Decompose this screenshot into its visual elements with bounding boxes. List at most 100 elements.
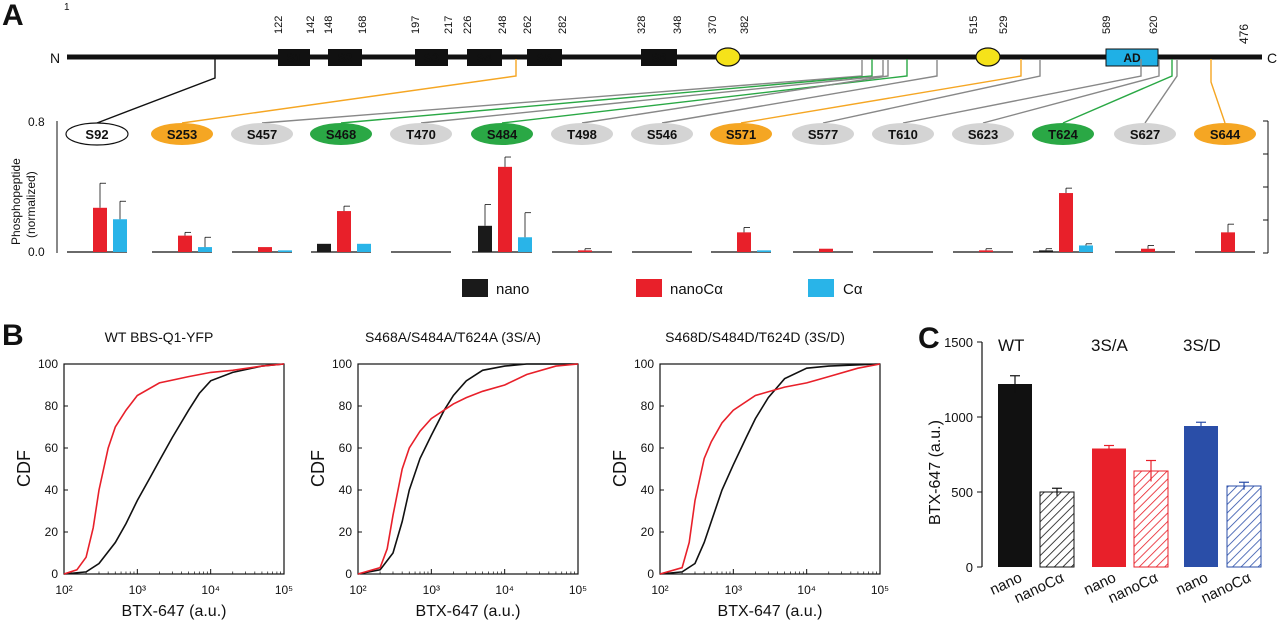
bar-nanoCα-t498 (578, 250, 592, 252)
segment-s1 (278, 49, 310, 66)
site-oval-s627 (1114, 123, 1176, 145)
x-tick-label: 10² (349, 583, 366, 597)
legend-swatch-nano (462, 279, 488, 297)
connector-t498 (581, 59, 889, 124)
cdf-ylabel: CDF (610, 450, 630, 487)
residue-number: 248 (497, 16, 509, 34)
bar-nanoCα-t624 (1059, 193, 1073, 252)
residue-number: 226 (462, 16, 474, 34)
site-label-s484: S484 (487, 127, 518, 142)
site-oval-t498 (551, 123, 613, 145)
residue-number: 282 (557, 16, 569, 34)
connector-t470 (420, 59, 884, 124)
cdf-line-nano (659, 363, 881, 575)
y-tick-label: 0 (51, 567, 58, 581)
x-tick-label: 10⁵ (569, 583, 587, 597)
residue-number: 529 (998, 16, 1010, 34)
helix-oval (715, 47, 741, 67)
cdf-line-nanoCa (357, 363, 579, 575)
residue-number: 348 (672, 16, 684, 34)
legend-label-nano: nano (496, 281, 529, 298)
panel-c-letter: C (918, 322, 940, 355)
residue-number: 328 (636, 16, 648, 34)
bar-Cα-s457 (278, 250, 292, 252)
site-oval-s92 (65, 122, 129, 146)
cdf-xlabel: BTX-647 (a.u.) (416, 603, 521, 620)
site-label-s546: S546 (647, 127, 677, 142)
x-tick-label: 10² (55, 583, 72, 597)
site-oval-s253 (151, 123, 213, 145)
phospho-y-axis: 0.8 0.0 Phosphopeptide (normalized) (9, 115, 1269, 259)
site-label-s468: S468 (326, 127, 356, 142)
bar-Cα-t624 (1079, 245, 1093, 252)
site-label-t610: T610 (888, 127, 918, 142)
y-tick-label: 100 (634, 357, 654, 371)
c-x-label: nanoCα (1199, 569, 1254, 607)
legend: nano nanoCα Cα (462, 279, 863, 298)
bar-nano-s468 (317, 243, 331, 252)
site-oval-s644 (1194, 123, 1256, 145)
residue-number: 382 (739, 16, 751, 34)
bar-nanoCα-s571 (737, 232, 751, 252)
residue-number: 620 (1148, 16, 1160, 34)
x-tick-label: 10³ (423, 583, 440, 597)
group-label-3sa: 3S/A (1091, 336, 1129, 355)
cdf-frame (659, 363, 881, 575)
y-tick-label: 20 (45, 525, 59, 539)
legend-label-Ca: Cα (843, 281, 863, 298)
site-oval-s546 (631, 123, 693, 145)
site-connector-lines (96, 59, 1226, 124)
y-tick-label: 100 (38, 357, 58, 371)
y-tick-label: 80 (641, 399, 655, 413)
residue-number: 168 (357, 16, 369, 34)
site-label-s457: S457 (247, 127, 277, 142)
cdf-plot-3: S468D/S484D/T624D (3S/D) 0 20 40 60 80 100 10² 1… (610, 329, 889, 620)
bar-Cα-s484 (518, 237, 532, 252)
y-tick-label: 40 (339, 483, 353, 497)
c-bar-4 (1184, 426, 1218, 567)
bar-nanoCα-s577 (819, 248, 833, 252)
y-tick-label: 80 (339, 399, 353, 413)
x-tick-label: 10⁵ (275, 583, 293, 597)
c-bar-1 (1039, 491, 1075, 568)
residue-number: 148 (323, 16, 335, 34)
group-label-3sd: 3S/D (1183, 336, 1221, 355)
y-tick-label: 60 (641, 441, 655, 455)
c-terminus-label: C (1267, 50, 1277, 66)
site-oval-t470 (390, 123, 452, 145)
cdf-xlabel: BTX-647 (a.u.) (122, 603, 227, 620)
residue-number: 217 (443, 16, 455, 34)
segment-label-s2: S2 (338, 51, 353, 65)
segment-s4 (467, 49, 502, 66)
cdf-plot-2: S468A/S484A/T624A (3S/A) 0 20 40 60 80 100 10² 1… (308, 329, 587, 620)
bar-nanoCα-s627 (1141, 248, 1155, 252)
panel-b-letter: B (2, 319, 24, 352)
bar-nanoCα-s253 (178, 235, 192, 252)
y-tick-label: 40 (641, 483, 655, 497)
segment-s2 (328, 49, 362, 66)
segment-label-s3: S3 (424, 51, 439, 65)
site-label-s627: S627 (1130, 127, 1160, 142)
connector-t610 (902, 59, 1142, 124)
y-tick-label: 80 (45, 399, 59, 413)
site-label-t624: T624 (1048, 127, 1078, 142)
residue-number: 589 (1101, 16, 1113, 34)
y-tick-label: 100 (332, 357, 352, 371)
residue-number: 370 (707, 16, 719, 34)
site-oval-s457 (231, 123, 293, 145)
site-label-s253: S253 (167, 127, 197, 142)
panel-c-ylabel: BTX-647 (a.u.) (927, 420, 944, 525)
y-tick-label: 0 (345, 567, 352, 581)
connector-s623 (982, 59, 1160, 124)
site-label-s571: S571 (726, 127, 756, 142)
segment-label-s5: S5 (537, 51, 552, 65)
segment-s5 (527, 49, 562, 66)
phospho-ytick-bottom: 0.0 (28, 245, 45, 259)
c-bar-3 (1133, 470, 1169, 568)
residue-number: 197 (410, 16, 422, 34)
c-bar-2 (1092, 448, 1126, 567)
connector-s577 (822, 59, 1041, 124)
cdf-plot-1: WT BBS-Q1-YFP 0 20 40 60 80 100 10² 10³ 10⁴ 10⁵ BTX… (14, 329, 293, 620)
